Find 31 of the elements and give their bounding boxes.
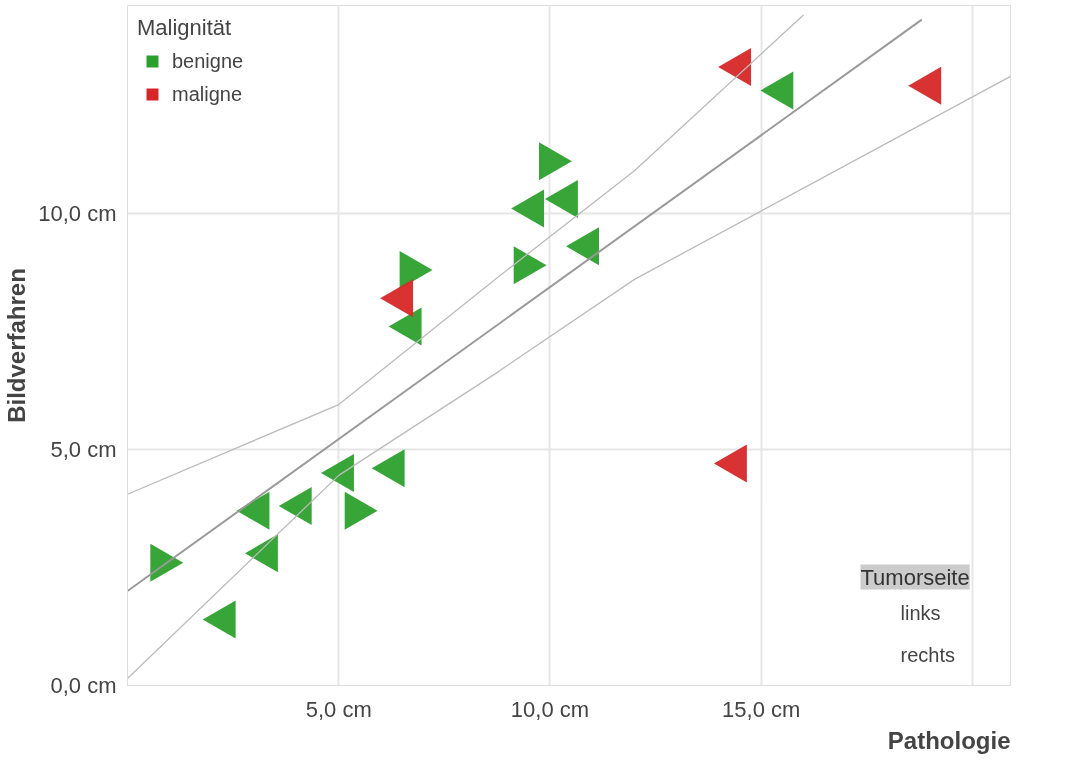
legend-title: Malignität xyxy=(137,15,233,41)
point xyxy=(236,491,270,530)
y-tick-label: 0,0 cm xyxy=(50,673,117,698)
annotation: links xyxy=(900,601,941,624)
annotation: rechts xyxy=(900,643,955,666)
point xyxy=(511,189,545,228)
point xyxy=(244,534,278,573)
y-axis-title: Bildverfahren xyxy=(3,268,31,423)
y-tick-label: 5,0 cm xyxy=(50,436,117,462)
legend-label: maligne xyxy=(172,82,243,106)
point xyxy=(388,307,422,346)
x-tick-label: 10,0 cm xyxy=(510,696,590,722)
point xyxy=(278,487,312,526)
point xyxy=(380,279,414,318)
point xyxy=(718,47,752,86)
legend-label: benigne xyxy=(172,49,244,73)
line-series xyxy=(127,75,1011,680)
point xyxy=(544,180,578,219)
point xyxy=(908,66,942,105)
point xyxy=(713,444,747,483)
line-series xyxy=(127,14,805,495)
point xyxy=(760,71,794,110)
y-tick-label: 10,0 cm xyxy=(38,200,117,226)
point xyxy=(321,454,354,492)
point xyxy=(566,227,599,266)
annotation: Tumorseite xyxy=(860,564,970,590)
point xyxy=(371,449,405,488)
x-tick-label: 15,0 cm xyxy=(722,696,801,722)
x-axis-title: Pathologie xyxy=(887,726,1011,754)
point xyxy=(202,600,236,639)
x-tick-label: 5,0 cm xyxy=(305,696,372,722)
